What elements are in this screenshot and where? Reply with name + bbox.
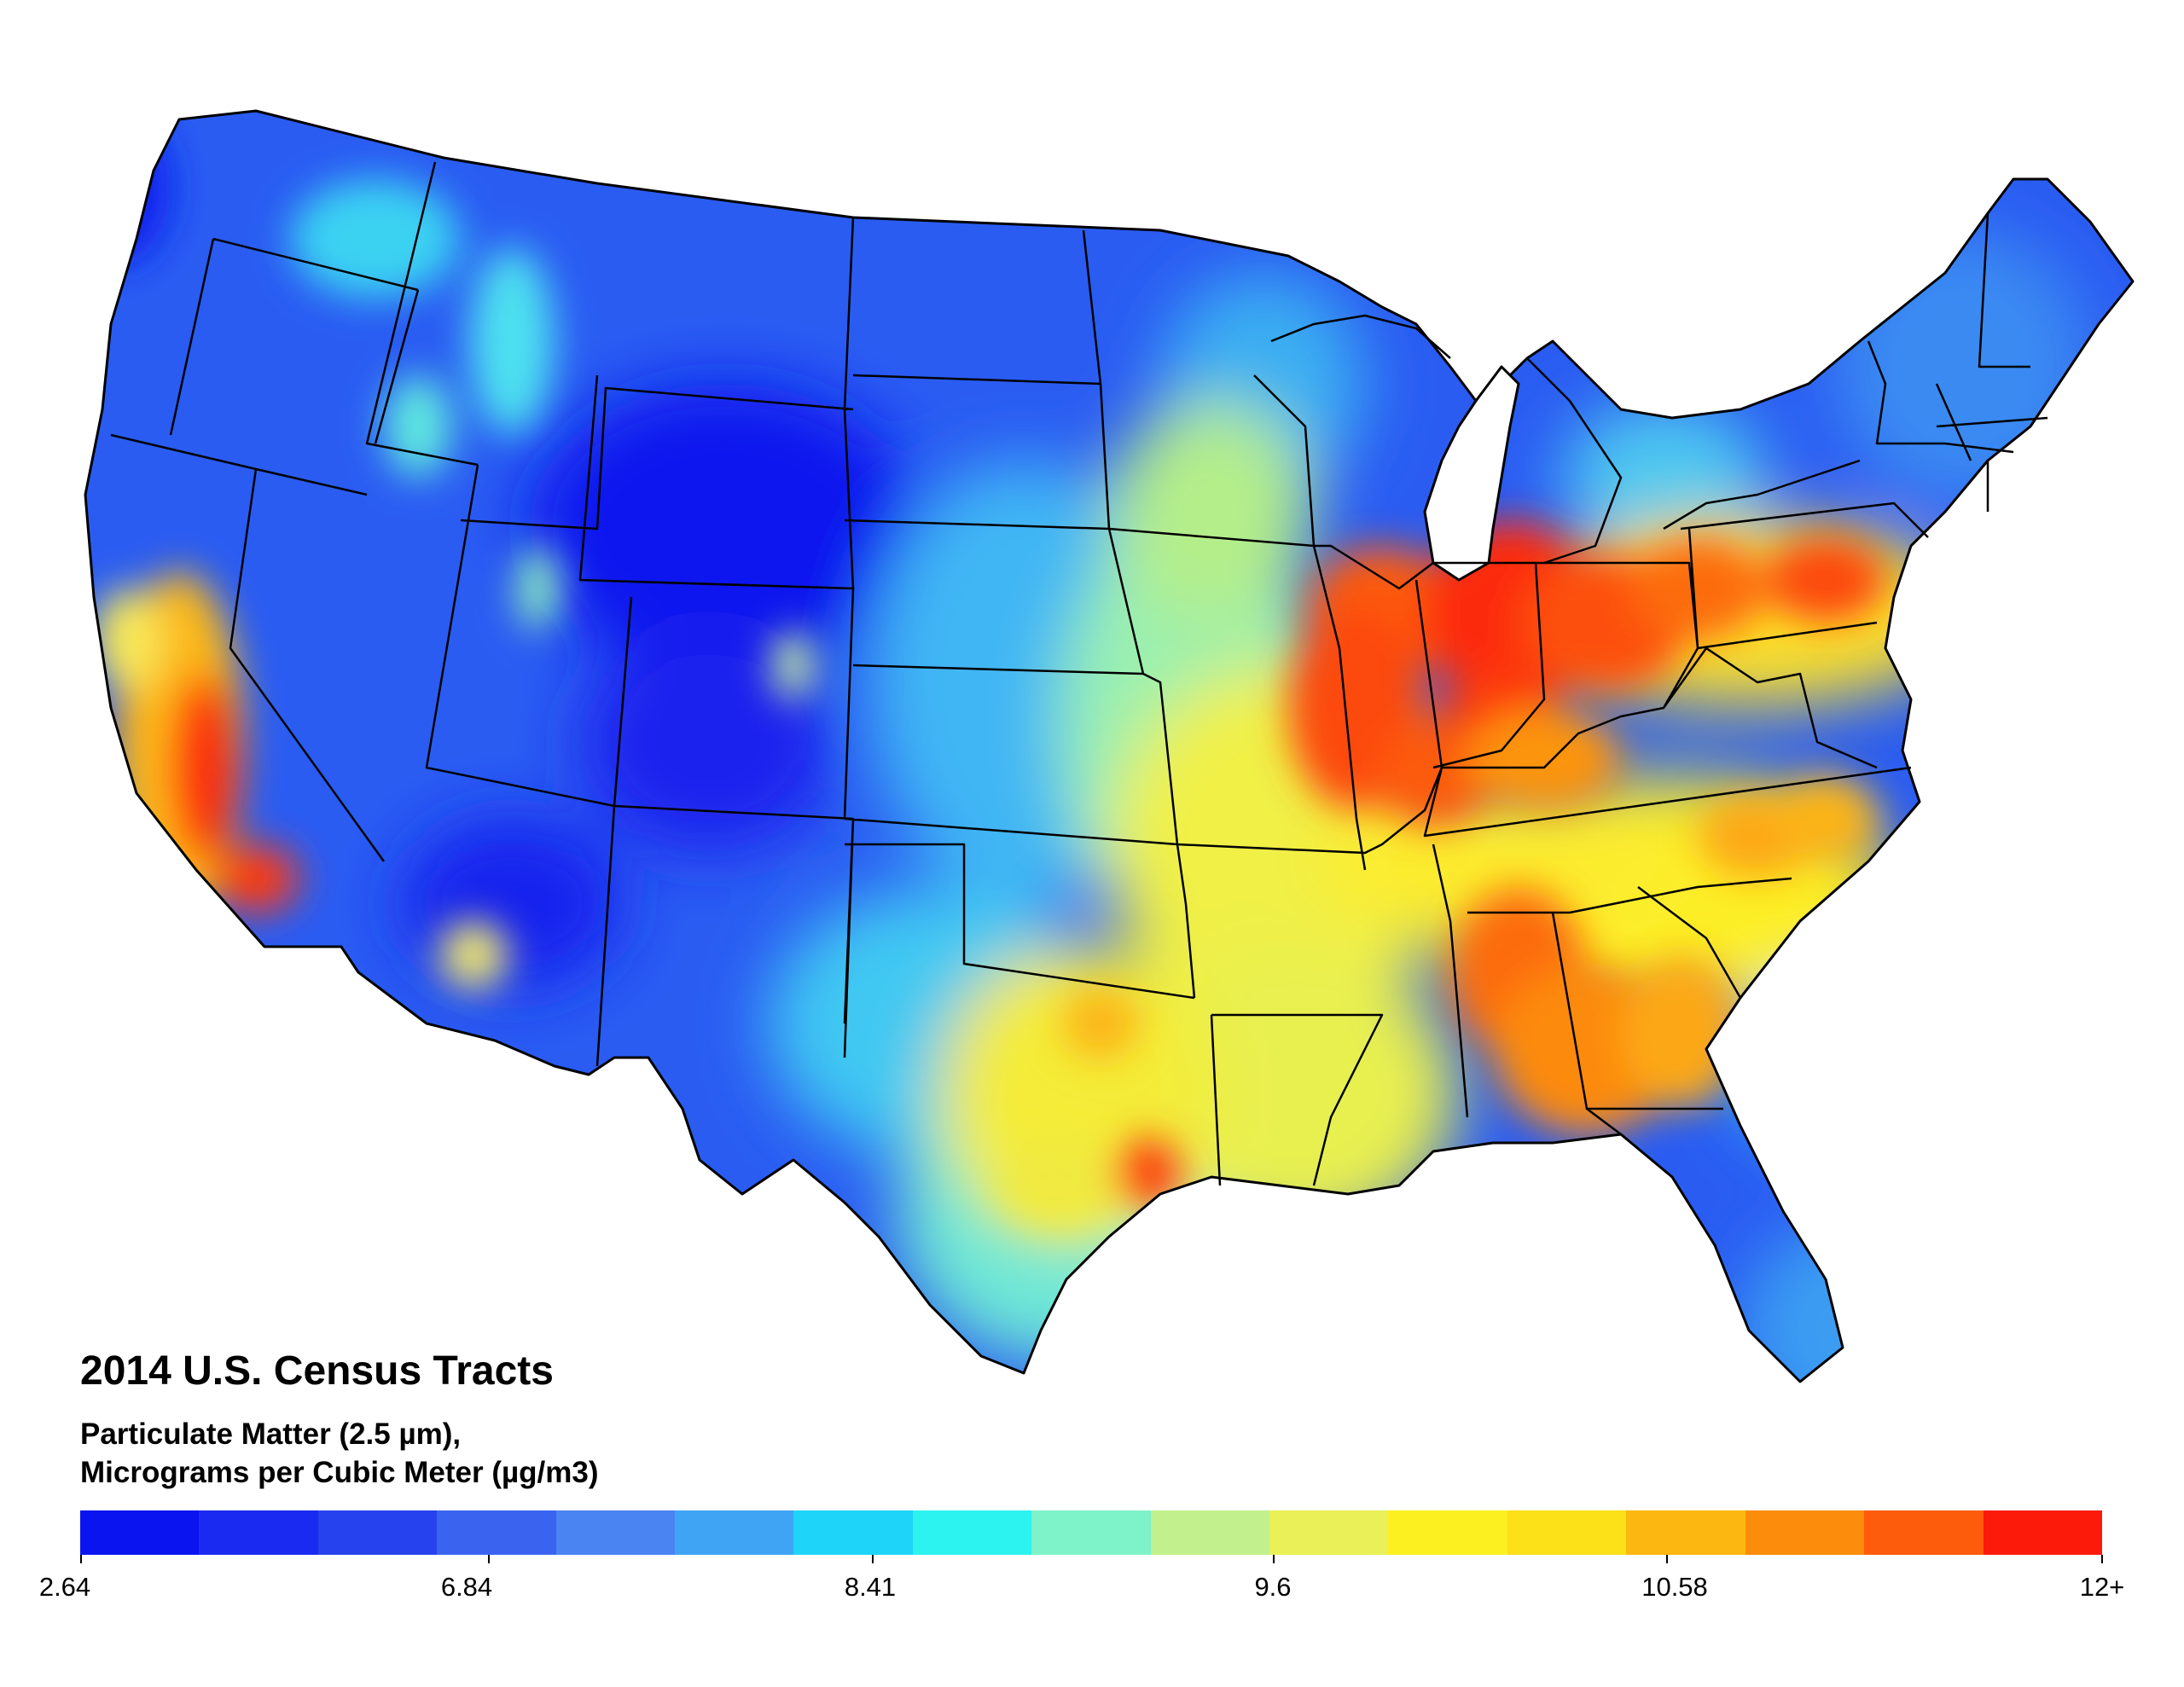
legend-color-step — [1745, 1510, 1865, 1555]
legend-tick-label: 12+ — [2079, 1572, 2125, 1602]
country-outline — [84, 109, 2135, 1383]
map-subtitle-line2: Micrograms per Cubic Meter (µg/m3) — [80, 1456, 599, 1489]
legend-tick-label: 2.64 — [38, 1572, 91, 1602]
legend-color-step — [1388, 1510, 1507, 1555]
legend-color-step — [437, 1510, 556, 1555]
legend-color-step — [1507, 1510, 1627, 1555]
legend-tick-mark — [872, 1555, 874, 1563]
legend-color-step — [1983, 1510, 2102, 1555]
legend-tick-mark — [80, 1555, 82, 1563]
legend-color-step — [555, 1510, 676, 1555]
legend-tick-mark — [1666, 1555, 1668, 1563]
legend-color-step — [1031, 1510, 1151, 1555]
state-lines — [110, 161, 2048, 1186]
legend-tick-label: 8.41 — [844, 1572, 897, 1602]
legend-color-bar — [80, 1510, 2102, 1555]
legend-tick-mark — [2101, 1555, 2103, 1563]
legend-color-step — [80, 1510, 200, 1555]
legend-color-step — [793, 1510, 913, 1555]
legend-color-step — [1626, 1510, 1745, 1555]
legend-color-step — [1864, 1510, 1984, 1555]
map-title: 2014 U.S. Census Tracts — [80, 1348, 554, 1394]
legend-color-step — [675, 1510, 794, 1555]
legend-color-step — [1269, 1510, 1389, 1555]
legend-tick-mark — [1273, 1555, 1275, 1563]
legend-tick-label: 6.84 — [440, 1572, 493, 1602]
legend-tick-mark — [488, 1555, 490, 1563]
legend-tick-label: 9.6 — [1254, 1572, 1292, 1602]
legend-color-step — [912, 1510, 1032, 1555]
legend-color-step — [317, 1510, 438, 1555]
great-lakes-edge — [1270, 314, 1861, 565]
legend-color-step — [199, 1510, 318, 1555]
map-subtitle-line1: Particulate Matter (2.5 µm), — [80, 1417, 462, 1451]
legend-tick-label: 10.58 — [1641, 1572, 1708, 1602]
legend-color-step — [1150, 1510, 1270, 1555]
